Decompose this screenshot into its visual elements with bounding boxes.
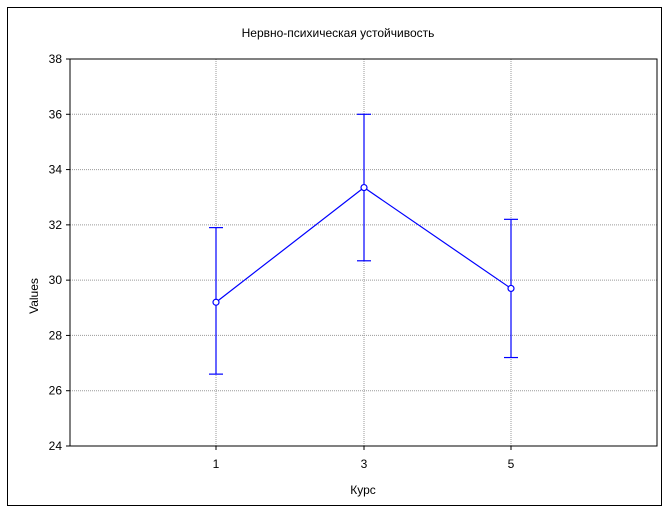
y-tick-label: 38 [49,52,63,66]
data-point [360,183,368,192]
plot-area: 24 26 28 30 32 34 36 38 1 3 5 [49,52,658,471]
plot-border [69,58,658,447]
chart-title: Нервно-психическая устойчивость [242,26,435,40]
x-tick-label: 1 [213,457,220,471]
data-point [212,298,220,306]
x-tick-label: 3 [361,457,368,471]
y-tick-label: 24 [49,439,63,453]
y-tick-label: 36 [49,107,63,121]
x-tick-label: 5 [508,457,515,471]
x-axis-title: Курс [350,483,376,497]
data-point [507,284,515,293]
y-tick-label: 34 [49,163,63,177]
y-tick-label: 28 [49,328,63,342]
y-axis-title: Values [27,278,41,314]
y-tick-label: 32 [49,218,63,232]
y-tick-label: 30 [49,273,63,287]
y-tick-label: 26 [49,384,63,398]
